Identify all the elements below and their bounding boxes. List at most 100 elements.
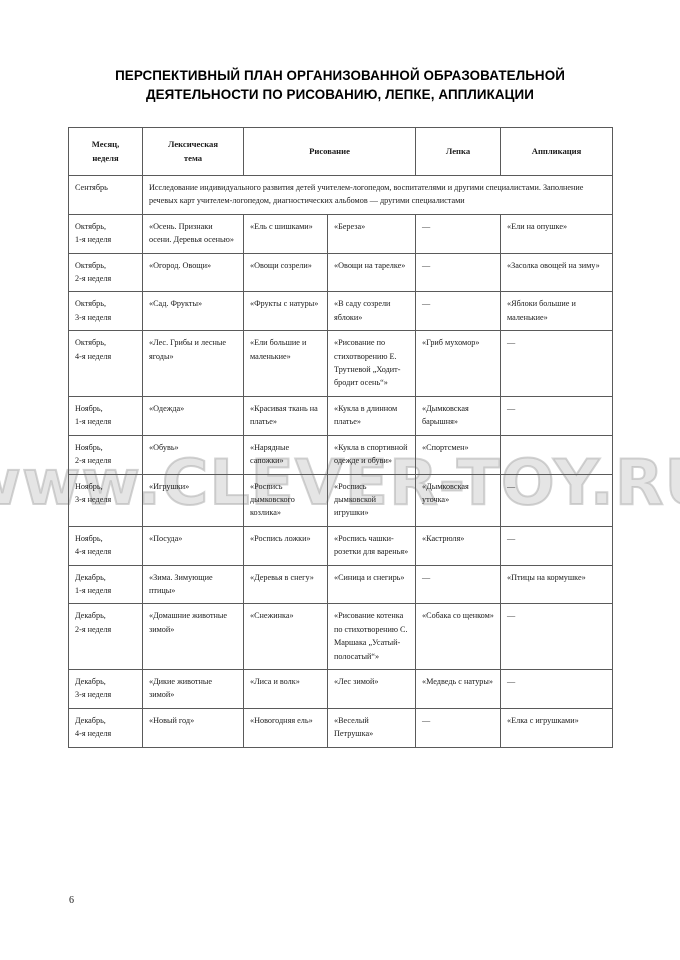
cell-month-week: Октябрь, 2-я неделя	[68, 252, 143, 293]
cell-drawing-primary: «Новогодняя ель»	[243, 707, 328, 748]
cell-lexical-topic: «Сад. Фрукты»	[142, 291, 244, 332]
cell-month-week-line-2: 4-я неделя	[75, 351, 112, 361]
cell-september-note: Исследование индивидуального развития де…	[141, 175, 614, 215]
cell-applique: —	[500, 473, 614, 527]
table-row-september: Сентябрь Исследование индивидуального ра…	[68, 175, 614, 215]
cell-lexical-topic: «Осень. Признаки осени. Деревья осенью»	[142, 213, 244, 254]
cell-lexical-topic: «Игрушки»	[142, 473, 244, 527]
table-row: Октябрь, 3-я неделя «Сад. Фрукты» «Фрукты с…	[68, 291, 614, 332]
cell-sculpting: —	[415, 213, 502, 254]
column-header-sculpting: Лепка	[415, 127, 502, 176]
page-title: ПЕРСПЕКТИВНЫЙ ПЛАН ОРГАНИЗОВАННОЙ ОБРАЗО…	[56, 66, 624, 104]
cell-lexical-topic: «Домашние животные зимой»	[142, 603, 244, 670]
column-header-lexical-topic-line-1: Лексическая	[167, 139, 218, 149]
page-number: 6	[69, 895, 74, 906]
cell-month-week: Декабрь, 3-я неделя	[68, 668, 143, 709]
cell-sculpting: «Медведь с натуры»	[415, 668, 502, 709]
cell-month-week-line-2: 4-я неделя	[75, 729, 112, 739]
cell-drawing-primary: «Ели большие и маленькие»	[243, 330, 328, 397]
cell-month-week-line-2: 1-я неделя	[75, 417, 112, 427]
cell-month-week: Ноябрь, 2-я неделя	[68, 434, 143, 475]
cell-lexical-topic: «Посуда»	[142, 525, 244, 566]
cell-sculpting: «Гриб мухомор»	[415, 330, 502, 397]
cell-month-week-line-1: Октябрь,	[75, 260, 107, 270]
table-row: Декабрь, 4-я неделя «Новый год» «Новогодняя…	[68, 707, 614, 748]
cell-month-week-line-1: Декабрь,	[75, 611, 106, 621]
cell-drawing-primary: «Красивая ткань на платье»	[243, 395, 328, 436]
cell-sculpting: «Дымковская уточка»	[415, 473, 502, 527]
cell-month-week-line-2: 2-я неделя	[75, 456, 112, 466]
cell-drawing-secondary: «Кукла в спортивной одежде и обуви»	[326, 434, 417, 475]
column-header-month-week-line-2: неделя	[92, 153, 119, 163]
cell-month-week-line-2: 4-я неделя	[75, 547, 112, 557]
cell-month-week: Декабрь, 2-я неделя	[68, 603, 143, 670]
cell-applique: «Засолка овощей на зиму»	[500, 252, 614, 293]
cell-drawing-primary: «Ель с шишками»	[243, 213, 328, 254]
cell-month-week-line-1: Декабрь,	[75, 676, 106, 686]
cell-sculpting: —	[415, 291, 502, 332]
cell-drawing-secondary: «Овощи на тарелке»	[326, 252, 417, 293]
table-row: Октябрь, 1-я неделя «Осень. Признаки осени…	[68, 213, 614, 254]
cell-lexical-topic: «Дикие животные зимой»	[142, 668, 244, 709]
table-header: Месяц, неделя Лексическая тема Рисование…	[68, 127, 614, 176]
table-row: Ноябрь, 2-я неделя «Обувь» «Нарядные сапожк…	[68, 434, 614, 475]
cell-drawing-secondary: «Рисование по стихотворению Е. Трутневой…	[326, 330, 417, 397]
cell-month-week-line-1: Ноябрь,	[75, 533, 103, 543]
cell-month-week-line-2: 1-я неделя	[75, 585, 112, 595]
cell-month-week: Октябрь, 3-я неделя	[68, 291, 143, 332]
cell-month-week-line-1: Ноябрь,	[75, 442, 103, 452]
cell-sculpting: «Собака со щенком»	[415, 603, 502, 670]
cell-drawing-secondary: «Береза»	[326, 213, 417, 254]
cell-applique: «Ели на опушке»	[500, 213, 614, 254]
cell-month-week-line-1: Декабрь,	[75, 715, 106, 725]
column-header-lexical-topic-line-2: тема	[183, 153, 203, 163]
cell-lexical-topic: «Лес. Грибы и лесные ягоды»	[142, 330, 244, 397]
perspective-plan-table: Месяц, неделя Лексическая тема Рисование…	[68, 127, 614, 748]
cell-drawing-secondary: «Веселый Петрушка»	[326, 707, 417, 748]
cell-lexical-topic: «Новый год»	[142, 707, 244, 748]
cell-applique: —	[500, 395, 614, 436]
cell-applique: —	[500, 668, 614, 709]
cell-month-week: Ноябрь, 1-я неделя	[68, 395, 143, 436]
cell-applique: —	[500, 525, 614, 566]
cell-lexical-topic: «Зима. Зимующие птицы»	[142, 564, 244, 605]
cell-drawing-primary: «Деревья в снегу»	[243, 564, 328, 605]
table-row: Ноябрь, 1-я неделя «Одежда» «Красивая ткань…	[68, 395, 614, 436]
table-row: Ноябрь, 4-я неделя «Посуда» «Роспись ложки»…	[68, 525, 614, 566]
column-header-lexical-topic: Лексическая тема	[142, 127, 244, 176]
cell-month-week-line-2: 3-я неделя	[75, 494, 112, 504]
cell-sculpting: —	[415, 707, 502, 748]
cell-drawing-primary: «Лиса и волк»	[243, 668, 328, 709]
table-body: Сентябрь Исследование индивидуального ра…	[68, 175, 614, 748]
cell-month-week-line-1: Декабрь,	[75, 572, 106, 582]
cell-drawing-primary: «Фрукты с натуры»	[243, 291, 328, 332]
cell-lexical-topic: «Одежда»	[142, 395, 244, 436]
cell-month-week-line-2: 3-я неделя	[75, 690, 112, 700]
cell-drawing-primary: «Нарядные сапожки»	[243, 434, 328, 475]
cell-month-week-line-1: Ноябрь,	[75, 481, 103, 491]
cell-drawing-primary: «Снежинка»	[243, 603, 328, 670]
cell-month-week: Декабрь, 4-я неделя	[68, 707, 143, 748]
cell-month-week-line-2: 2-я неделя	[75, 624, 112, 634]
table-row: Ноябрь, 3-я неделя «Игрушки» «Роспись дымко…	[68, 473, 614, 527]
cell-applique: —	[500, 603, 614, 670]
column-header-drawing: Рисование	[242, 127, 417, 176]
cell-applique: «Елка с игрушками»	[500, 707, 614, 748]
cell-sculpting: «Кастрюля»	[415, 525, 502, 566]
column-header-month-week-line-1: Месяц,	[91, 139, 120, 149]
cell-month-week-line-1: Октябрь,	[75, 338, 107, 348]
cell-month-week: Октябрь, 4-я неделя	[68, 330, 143, 397]
cell-applique: «Птицы на кормушке»	[500, 564, 614, 605]
column-header-applique: Аппликация	[500, 127, 614, 176]
table-row: Декабрь, 2-я неделя «Домашние животные зим…	[68, 603, 614, 670]
cell-month-week-line-1: Октябрь,	[75, 221, 107, 231]
table-row: Декабрь, 1-я неделя «Зима. Зимующие птицы»…	[68, 564, 614, 605]
cell-month-week-line-1: Ноябрь,	[75, 403, 103, 413]
column-header-month-week: Месяц, неделя	[68, 127, 143, 176]
table-header-row: Месяц, неделя Лексическая тема Рисование…	[68, 127, 614, 176]
page-title-line-1: ПЕРСПЕКТИВНЫЙ ПЛАН ОРГАНИЗОВАННОЙ ОБРАЗО…	[115, 68, 565, 83]
cell-month-week: Ноябрь, 3-я неделя	[68, 473, 143, 527]
cell-drawing-primary: «Роспись ложки»	[243, 525, 328, 566]
cell-month-week: Декабрь, 1-я неделя	[68, 564, 143, 605]
cell-drawing-secondary: «Рисование котенка по стихотворению С. М…	[326, 603, 417, 670]
